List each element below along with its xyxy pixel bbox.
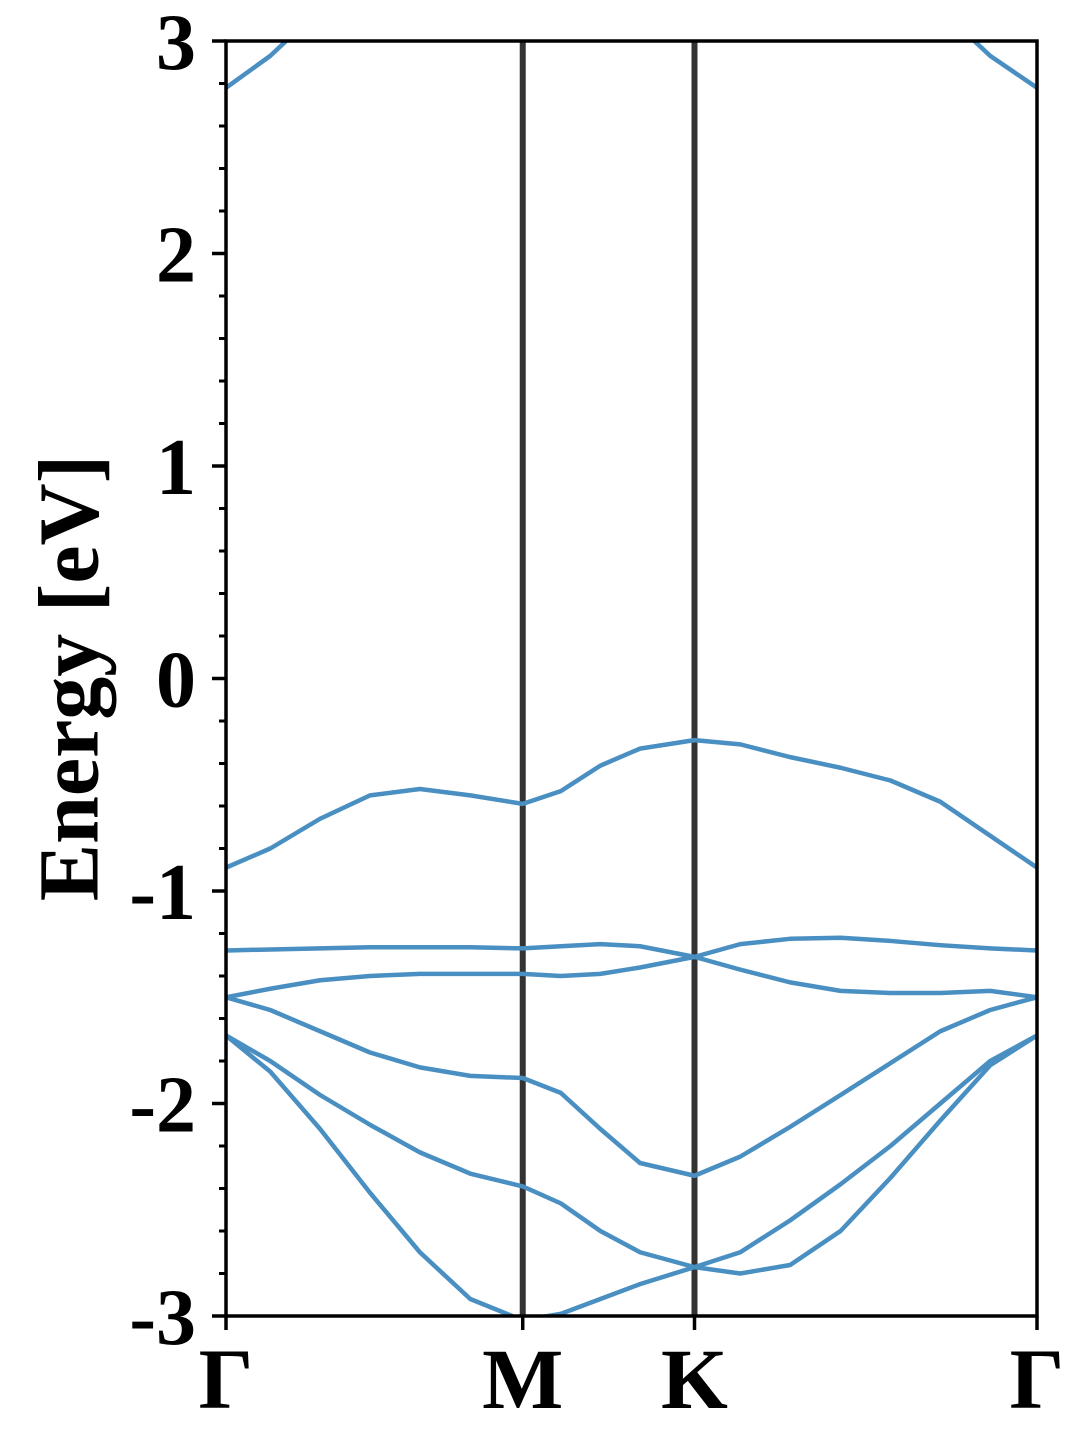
band-line (226, 935, 1037, 960)
band-line (226, 954, 1037, 1000)
band-line (226, 41, 1037, 90)
y-tick-label: -3 (129, 1274, 196, 1362)
y-tick-label: 3 (156, 0, 196, 87)
x-tick-label: Γ (199, 1331, 254, 1427)
band-line (226, 737, 1037, 870)
band-line (226, 1033, 1037, 1316)
plot-frame (224, 39, 1039, 1318)
band-line (226, 995, 1037, 1178)
y-axis-label: Energy [eV] (21, 455, 117, 902)
x-tick-label: Γ (1010, 1331, 1065, 1427)
y-tick-label: 1 (156, 424, 196, 512)
x-tick-label: M (482, 1331, 563, 1427)
band-line (226, 1033, 1037, 1270)
y-tick-label: 0 (156, 637, 196, 725)
y-tick-label: -2 (129, 1062, 196, 1150)
y-tick-label: 2 (156, 212, 196, 300)
plot-area (226, 41, 1037, 1316)
y-tick-label: -1 (129, 849, 196, 937)
x-tick-label: K (661, 1331, 728, 1427)
